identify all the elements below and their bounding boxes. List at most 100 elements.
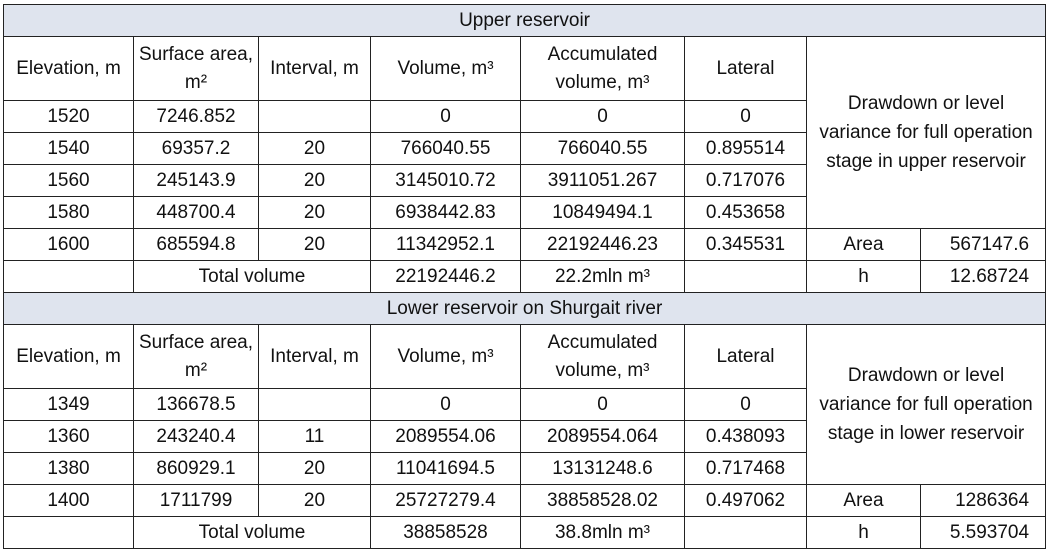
- table-row: 1400 1711799 20 25727279.4 38858528.02 0.4970…: [3, 484, 1047, 517]
- data-cell: 0.717468: [684, 452, 807, 485]
- data-cell: 1711799: [133, 484, 259, 517]
- total-mln: 22.2mln m³: [520, 260, 685, 293]
- data-cell: 766040.55: [370, 132, 521, 165]
- data-cell: [258, 388, 371, 421]
- data-cell: 11041694.5: [370, 452, 521, 485]
- data-cell: 2089554.06: [370, 420, 521, 453]
- area-value: 567147.6: [919, 228, 1047, 261]
- data-cell: 0.717076: [684, 164, 807, 197]
- table-row: 1560 245143.9 20 3145010.72 3911051.267 0.717…: [3, 164, 1046, 197]
- data-cell: 3145010.72: [370, 164, 521, 197]
- data-cell: 1380: [3, 452, 134, 485]
- data-cell: 685594.8: [133, 228, 259, 261]
- data-cell: 20: [258, 164, 371, 197]
- data-cell: 0.438093: [684, 420, 807, 453]
- total-value: 38858528: [370, 516, 521, 549]
- empty-cell: [3, 516, 134, 549]
- data-cell: [258, 100, 371, 133]
- data-cell: 0: [520, 388, 685, 421]
- column-header: Lateral: [684, 36, 807, 101]
- total-label: Total volume: [133, 516, 371, 549]
- column-header: Interval, m: [258, 36, 371, 101]
- column-header: Lateral: [684, 324, 807, 389]
- data-cell: 136678.5: [133, 388, 259, 421]
- h-value: 12.68724: [919, 260, 1047, 293]
- data-cell: 245143.9: [133, 164, 259, 197]
- note: Drawdown or level variance for full oper…: [805, 36, 1047, 229]
- area-value: 1286364: [919, 484, 1047, 517]
- data-cell: 0: [684, 388, 807, 421]
- data-cell: 0.497062: [684, 484, 807, 517]
- column-header: Interval, m: [258, 324, 371, 389]
- data-cell: 20: [258, 196, 371, 229]
- empty-cell: [684, 260, 807, 293]
- data-cell: 0: [520, 100, 685, 133]
- empty-cell: [684, 516, 807, 549]
- data-cell: 1600: [3, 228, 134, 261]
- column-header: Surface area, m²: [133, 36, 259, 101]
- table-row: 1380 860929.1 20 11041694.5 13131248.6 0.7174…: [3, 452, 1046, 485]
- column-header: Surface area, m²: [133, 324, 259, 389]
- data-cell: 1360: [3, 420, 134, 453]
- column-header: Elevation, m: [3, 324, 134, 389]
- table-row: 1520 7246.852 0 0 0: [3, 100, 1046, 133]
- table-row: Lower reservoir on Shurgait river: [2, 292, 1047, 325]
- data-cell: 1349: [3, 388, 134, 421]
- data-cell: 13131248.6: [520, 452, 685, 485]
- data-cell: 38858528.02: [520, 484, 685, 517]
- data-cell: 69357.2: [133, 132, 259, 165]
- data-cell: 20: [258, 228, 371, 261]
- column-header: Volume, m³: [370, 324, 521, 389]
- data-cell: 0.453658: [684, 196, 807, 229]
- data-cell: 3911051.267: [520, 164, 685, 197]
- column-header: Volume, m³: [370, 36, 521, 101]
- data-cell: 1580: [3, 196, 134, 229]
- data-cell: 2089554.064: [520, 420, 685, 453]
- h-label: h: [806, 516, 921, 549]
- data-cell: 0.895514: [684, 132, 807, 165]
- data-cell: 11342952.1: [370, 228, 521, 261]
- area-label: Area: [806, 484, 921, 517]
- column-header: Accumulated volume, m³: [520, 36, 685, 101]
- section-title: Upper reservoir: [2, 4, 1047, 37]
- section-title: Lower reservoir on Shurgait river: [2, 292, 1047, 325]
- reservoir-table: Upper reservoir Elevation, m Surface area,…: [2, 4, 1047, 549]
- table-row: Upper reservoir: [2, 4, 1047, 37]
- table-row: 1600 685594.8 20 11342952.1 22192446.23 0.345…: [3, 228, 1047, 261]
- data-cell: 0.345531: [684, 228, 807, 261]
- data-cell: 22192446.23: [520, 228, 685, 261]
- data-cell: 11: [258, 420, 371, 453]
- table-row: Total volume 22192446.2 22.2mln m³ h 12.6872…: [3, 260, 1047, 293]
- data-cell: 1520: [3, 100, 134, 133]
- area-label: Area: [806, 228, 921, 261]
- data-cell: 0: [370, 100, 521, 133]
- table-row: 1540 69357.2 20 766040.55 766040.55 0.895514: [3, 132, 1046, 165]
- data-cell: 448700.4: [133, 196, 259, 229]
- total-mln: 38.8mln m³: [520, 516, 685, 549]
- data-cell: 20: [258, 132, 371, 165]
- column-header: Elevation, m: [3, 36, 134, 101]
- data-cell: 0: [370, 388, 521, 421]
- table-row: Total volume 38858528 38.8mln m³ h 5.593704: [3, 516, 1047, 549]
- data-cell: 1560: [3, 164, 134, 197]
- data-cell: 7246.852: [133, 100, 259, 133]
- data-cell: 1540: [3, 132, 134, 165]
- total-label: Total volume: [133, 260, 371, 293]
- data-cell: 20: [258, 484, 371, 517]
- h-value: 5.593704: [919, 516, 1047, 549]
- data-cell: 20: [258, 452, 371, 485]
- table-row: 1349 136678.5 0 0 0: [3, 388, 1046, 421]
- data-cell: 25727279.4: [370, 484, 521, 517]
- data-cell: 6938442.83: [370, 196, 521, 229]
- note: Drawdown or level variance for full oper…: [805, 324, 1047, 485]
- table-body: Upper reservoir Elevation, m Surface area,…: [2, 4, 1047, 549]
- column-header: Accumulated volume, m³: [520, 324, 685, 389]
- data-cell: 1400: [3, 484, 134, 517]
- data-cell: 0: [684, 100, 807, 133]
- total-value: 22192446.2: [370, 260, 521, 293]
- data-cell: 766040.55: [520, 132, 685, 165]
- data-cell: 243240.4: [133, 420, 259, 453]
